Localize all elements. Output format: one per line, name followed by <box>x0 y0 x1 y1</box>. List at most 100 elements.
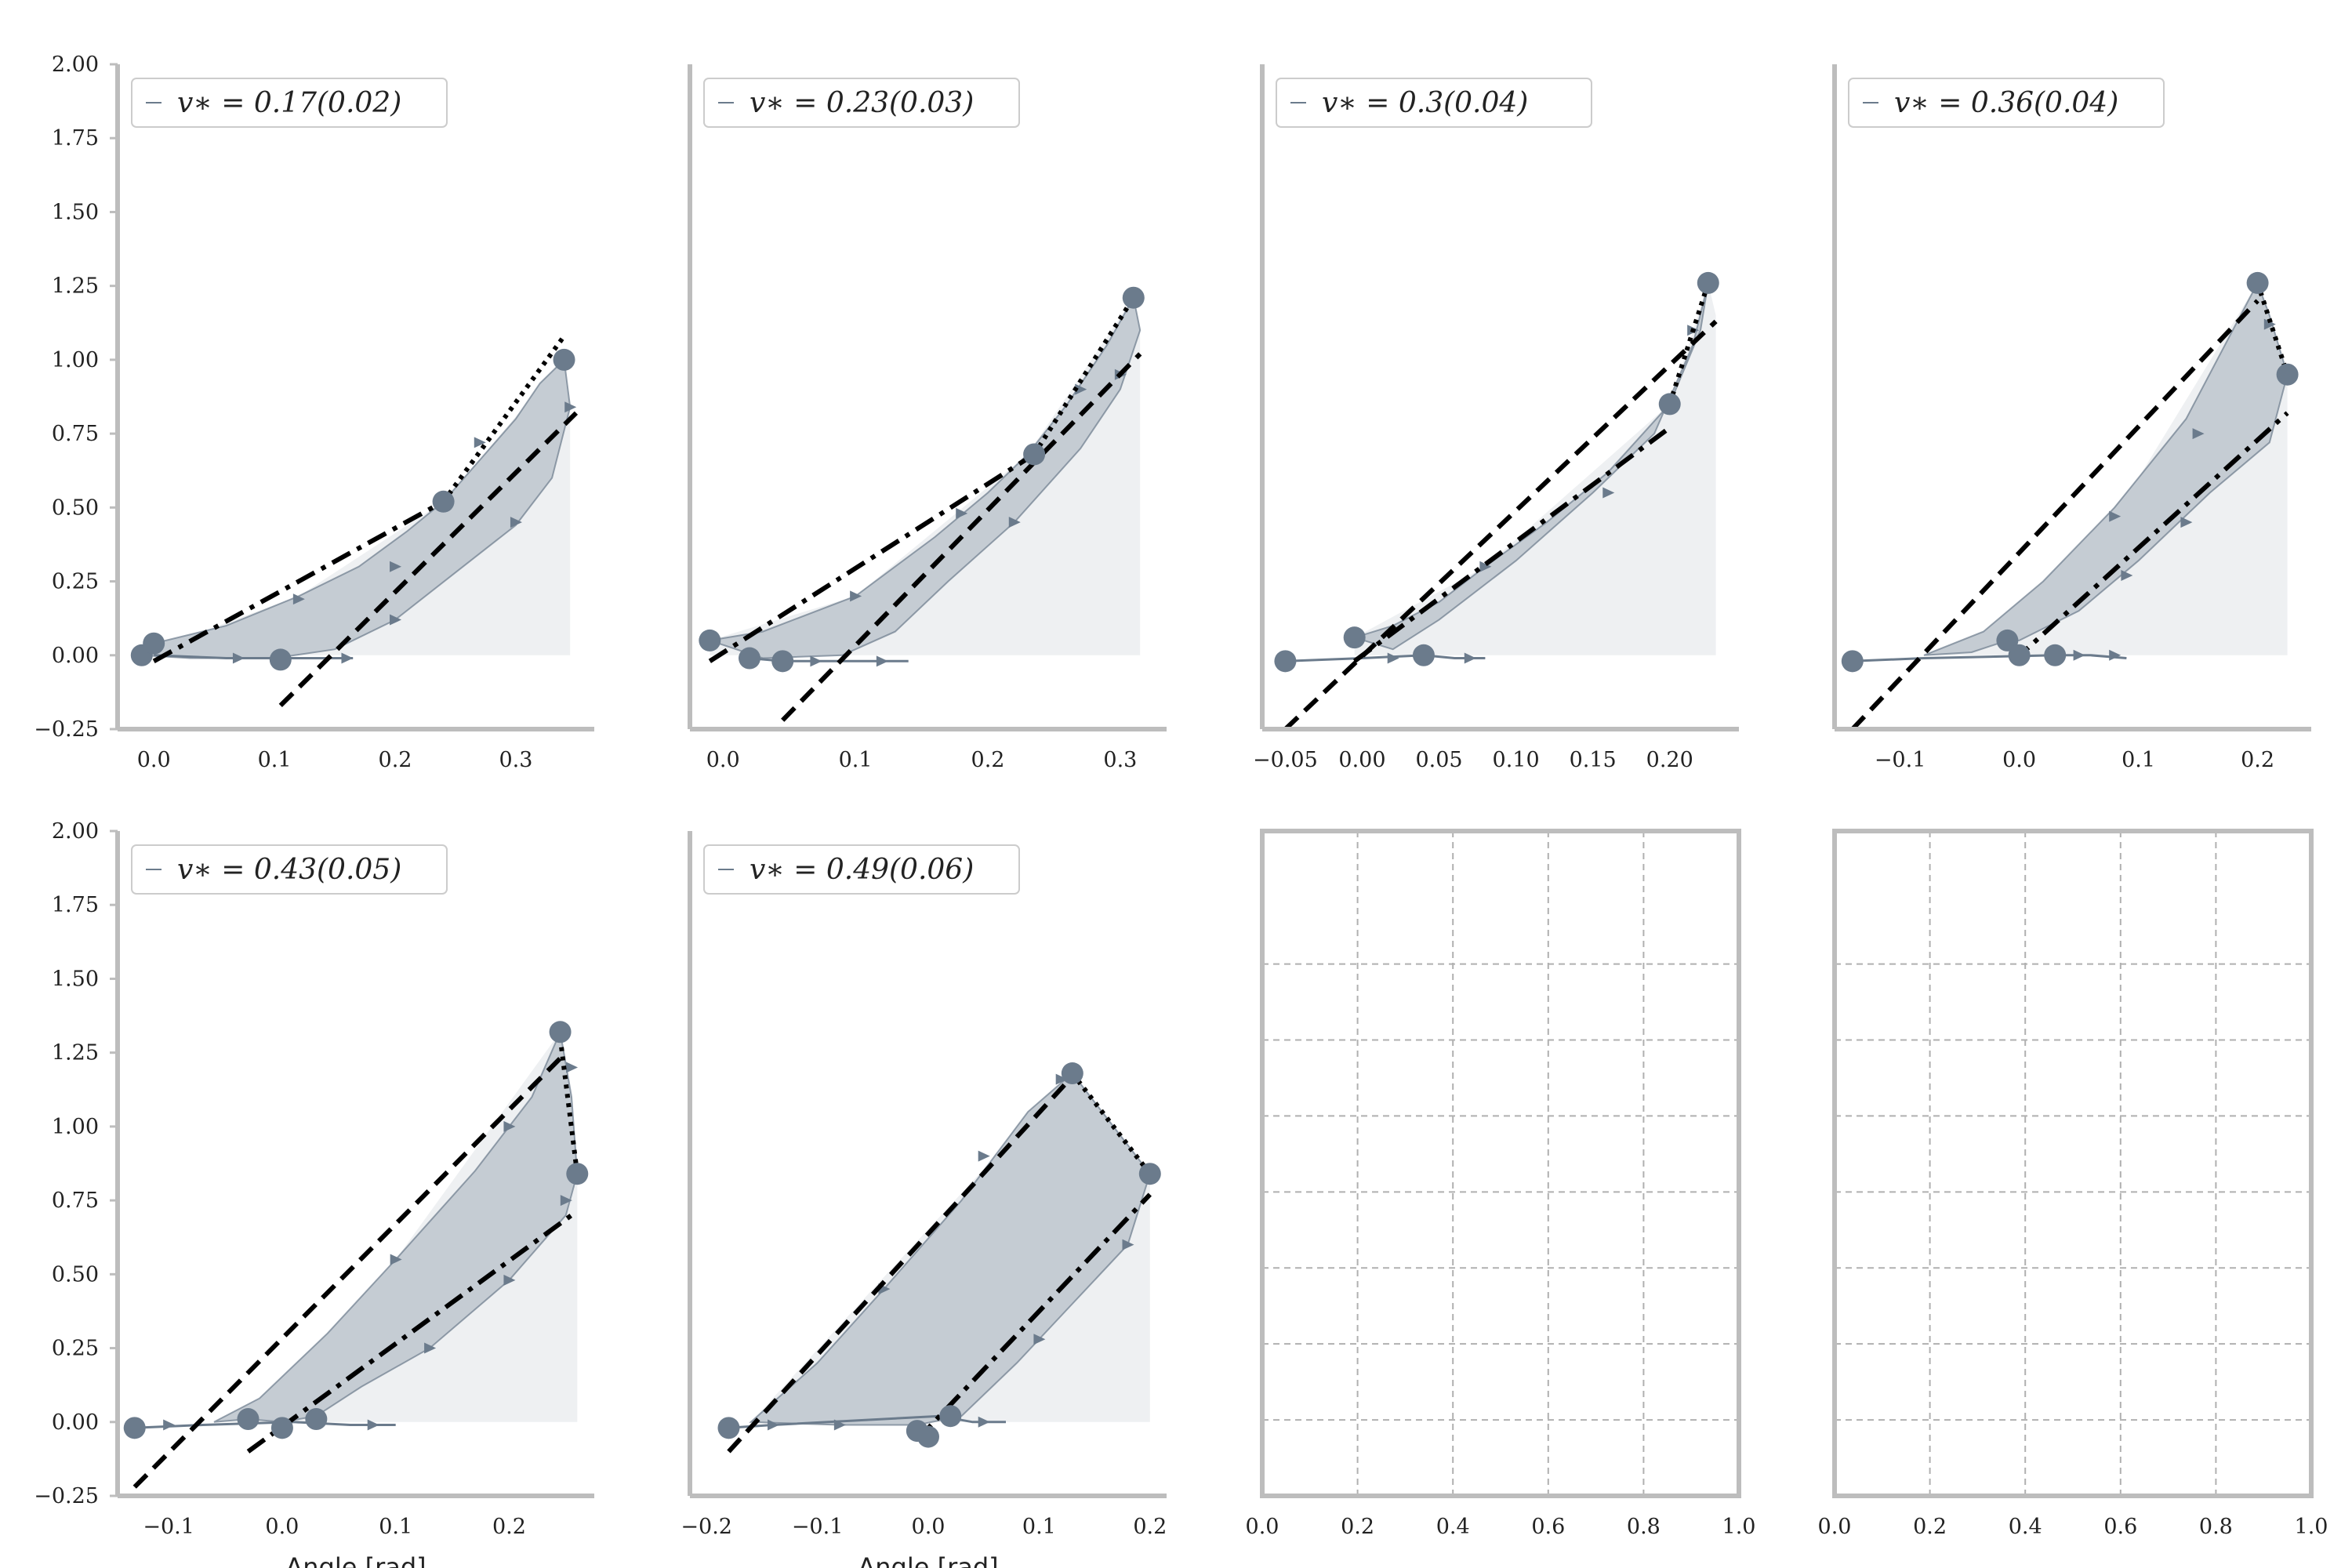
y-tick-label: 1.00 <box>52 348 99 372</box>
direction-arrow <box>2073 649 2085 661</box>
x-tick-label: 1.0 <box>2295 1515 2328 1539</box>
legend-box <box>131 844 448 895</box>
x-tick-label: −0.1 <box>1875 748 1926 772</box>
direction-arrow <box>1602 487 1615 499</box>
direction-arrow <box>367 1419 379 1431</box>
light-area <box>1924 282 2288 655</box>
data-point <box>1697 271 1719 294</box>
direction-arrow <box>292 593 305 605</box>
x-tick-label: 0.2 <box>2241 748 2274 772</box>
data-point <box>1996 629 2019 652</box>
data-point <box>1658 393 1681 416</box>
data-point <box>566 1163 589 1185</box>
x-tick-label: 0.6 <box>2103 1515 2137 1539</box>
subplot-2: v∗ = 0.23(0.03) 0.0 0.1 0.2 0.3 <box>688 64 1167 772</box>
y-tick-label: 0.00 <box>52 1410 99 1435</box>
data-point <box>1061 1062 1083 1085</box>
dashdot-line <box>246 1213 573 1454</box>
direction-arrow <box>1055 1073 1068 1085</box>
direction-arrow <box>2180 517 2193 528</box>
data-point <box>717 1417 740 1439</box>
data-point <box>917 1425 939 1448</box>
data-point <box>1023 443 1046 466</box>
legend-box <box>703 78 1020 128</box>
x-tick-label: −0.1 <box>792 1515 844 1539</box>
x-tick-label: 0.2 <box>492 1515 526 1539</box>
data-point <box>1343 626 1366 649</box>
direction-arrow <box>566 1062 579 1073</box>
x-tick-label: 0.10 <box>1493 748 1540 772</box>
light-area <box>1354 282 1716 655</box>
x-tick-label: 0.15 <box>1570 748 1617 772</box>
direction-arrow <box>1075 383 1087 395</box>
y-tick-label: 0.25 <box>52 570 99 594</box>
direction-arrow <box>390 561 402 572</box>
x-tick-label: 0.8 <box>1627 1515 1661 1539</box>
direction-arrow <box>1479 561 1492 572</box>
subplot-7: 0.0 0.2 0.4 0.6 0.8 1.0 <box>1246 829 1755 1539</box>
x-tick-label: 0.8 <box>2199 1515 2233 1539</box>
direction-arrow <box>768 1419 780 1431</box>
light-area <box>154 359 571 655</box>
x-tick-label: 0.0 <box>1246 1515 1279 1539</box>
direction-arrow <box>232 652 245 664</box>
subplot-6: v∗ = 0.49(0.06) −0.2 −0.1 0.0 0.1 0.2 Angle [r… <box>681 831 1167 1568</box>
x-axis-label: Angle [rad] <box>858 1552 998 1568</box>
direction-arrow <box>1122 1239 1134 1250</box>
data-point <box>432 490 455 513</box>
dashed-line <box>781 352 1142 722</box>
dotted-line <box>1667 281 1711 405</box>
direction-arrow <box>956 507 968 519</box>
direction-arrow <box>2109 510 2122 522</box>
dotted-line <box>2255 281 2290 376</box>
x-tick-label: 0.6 <box>1531 1515 1565 1539</box>
x-tick-label: 0.2 <box>1133 1515 1167 1539</box>
legend-box <box>703 844 1020 895</box>
tail-line <box>1285 654 1486 662</box>
direction-arrow <box>1387 652 1399 664</box>
y-tick-label: 2.00 <box>52 819 99 844</box>
data-point <box>699 629 721 652</box>
direction-arrow <box>390 1254 402 1265</box>
y-tick-label: 0.50 <box>52 495 99 520</box>
subplot-1: v∗ = 0.17(0.02) 0.0 0.1 0.2 0.3 −0.25 0.00 0.25… <box>34 53 594 772</box>
data-point <box>2246 271 2269 294</box>
legend: v∗ = 0.36(0.04) <box>1848 78 2165 128</box>
legend-label: v∗ = 0.36(0.04) <box>1894 87 2118 119</box>
data-point <box>549 1021 572 1044</box>
tail-line <box>1852 654 2127 662</box>
legend-label: v∗ = 0.3(0.04) <box>1322 87 1528 119</box>
data-point <box>143 632 165 655</box>
y-tick-label: 0.25 <box>52 1337 99 1361</box>
direction-arrow <box>560 1195 572 1207</box>
dashdot-line <box>708 452 1036 663</box>
dotted-line <box>557 1037 580 1174</box>
direction-arrow <box>2263 318 2276 330</box>
dashdot-line <box>915 1192 1152 1442</box>
direction-arrow <box>2192 428 2205 440</box>
x-tick-label: 0.0 <box>265 1515 299 1539</box>
subplot-8: 0.0 0.2 0.4 0.6 0.8 1.0 <box>1818 829 2328 1539</box>
direction-arrow <box>876 655 888 667</box>
dashed-line <box>1850 299 2259 731</box>
x-tick-label: 0.1 <box>379 1515 412 1539</box>
x-tick-label: 0.00 <box>1338 748 1385 772</box>
y-tick-label: 2.00 <box>52 53 99 77</box>
y-tick-label: 1.75 <box>52 126 99 151</box>
dotted-line <box>1070 1072 1152 1176</box>
data-point <box>2276 363 2299 386</box>
x-tick-label: 0.0 <box>1818 1515 1852 1539</box>
direction-arrow <box>474 437 486 448</box>
data-point <box>771 650 794 673</box>
legend-label: v∗ = 0.49(0.06) <box>750 854 974 886</box>
direction-arrow <box>978 1150 990 1162</box>
x-tick-label: 0.0 <box>137 748 171 772</box>
direction-arrow <box>163 1419 176 1431</box>
legend: v∗ = 0.17(0.02) <box>131 78 448 128</box>
x-tick-label: −0.2 <box>681 1515 732 1539</box>
legend-label: v∗ = 0.43(0.05) <box>177 854 401 886</box>
direction-arrow <box>1033 1334 1046 1345</box>
direction-arrow <box>2121 570 2133 582</box>
dashed-line <box>1283 319 1718 731</box>
